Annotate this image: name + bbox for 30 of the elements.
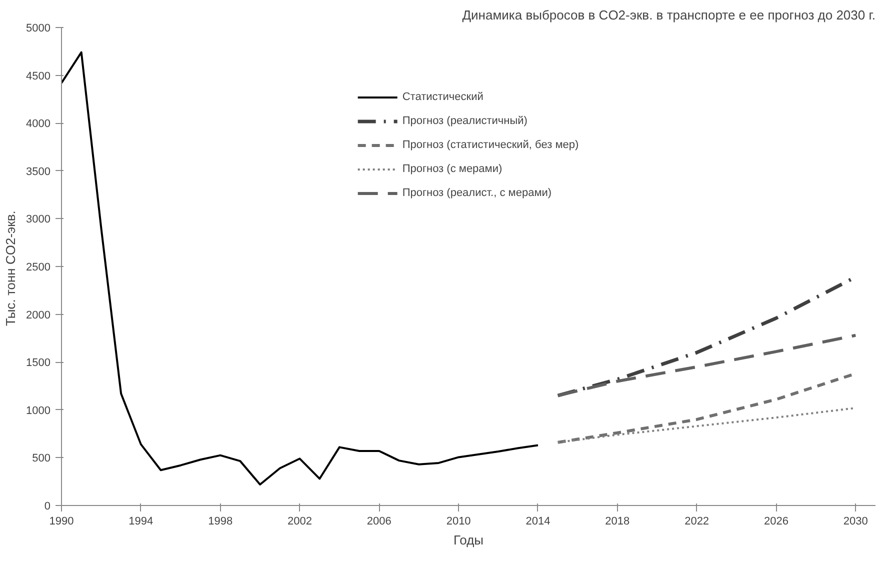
x-axis-title: Годы: [453, 532, 484, 548]
y-tick-label: 3500: [26, 166, 51, 178]
x-tick-label: 2014: [526, 516, 550, 528]
legend-label: Прогноз (реалист., с мерами): [402, 187, 552, 199]
x-tick-label: 1994: [128, 516, 154, 528]
y-tick-label: 4500: [26, 70, 51, 82]
x-tick-label: 2002: [288, 516, 312, 528]
legend-label: Статистический: [402, 91, 484, 103]
legend-label: Прогноз (с мерами): [402, 163, 502, 175]
y-tick-label: 4000: [26, 118, 51, 130]
x-tick-label: 2030: [843, 516, 868, 528]
x-tick-label: 1998: [208, 516, 233, 528]
x-tick-label: 2006: [366, 516, 392, 528]
chart-title: Динамика выбросов в CO2-экв. в транспорте е ее прогноз до 2030 г.: [462, 8, 876, 22]
y-tick-label: 3000: [26, 214, 51, 226]
x-tick-label: 2018: [605, 516, 630, 528]
y-tick-label: 1500: [26, 357, 51, 370]
x-tick-label: 2010: [446, 516, 471, 528]
x-tick-label: 2026: [764, 516, 788, 528]
legend-label: Прогноз (статистический, без мер): [402, 139, 579, 151]
y-tick-label: 2000: [26, 309, 51, 322]
y-tick-label: 0: [44, 500, 51, 512]
x-tick-label: 1990: [49, 516, 74, 528]
legend-label: Прогноз (реалистичный): [402, 115, 528, 127]
y-tick-label: 500: [32, 452, 51, 465]
y-axis-title: Тыс. тонн CO2-экв.: [3, 210, 18, 326]
y-tick-label: 1000: [26, 404, 51, 417]
y-tick-label: 5000: [26, 22, 51, 34]
x-tick-label: 2022: [684, 516, 710, 528]
y-tick-label: 2500: [26, 262, 51, 274]
